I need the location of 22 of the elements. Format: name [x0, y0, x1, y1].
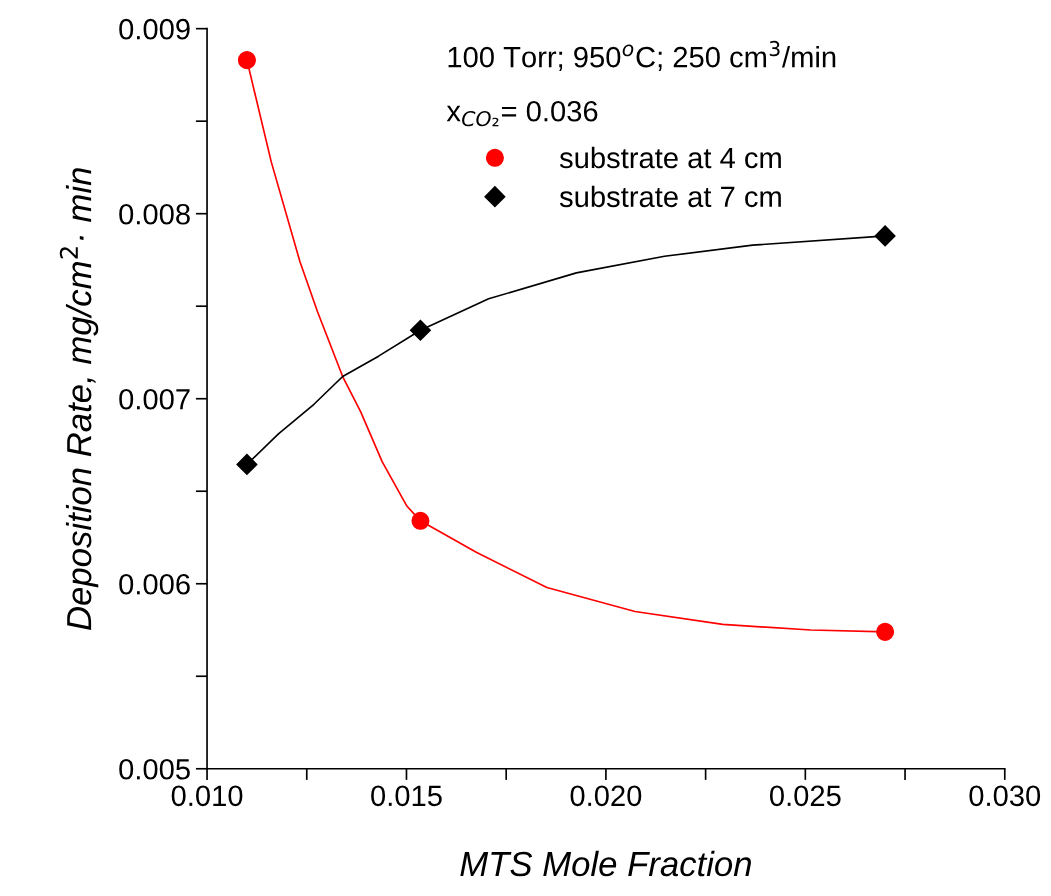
- x-tick-label: 0.015: [371, 785, 442, 807]
- y-tick-label: 0.006: [119, 573, 190, 595]
- x-tick-label: 0.010: [171, 785, 243, 807]
- point: [237, 51, 256, 70]
- y-tick-label: 0.007: [119, 388, 190, 410]
- legend-label: substrate at 4 cm: [559, 146, 781, 169]
- point: [411, 511, 430, 530]
- legend-label: substrate at 7 cm: [559, 185, 781, 208]
- x-tick-label: 0.030: [969, 785, 1041, 807]
- x-tick-label: 0.025: [769, 785, 841, 807]
- point: [409, 319, 431, 341]
- x-tick-label: 0.020: [570, 785, 642, 807]
- x-axis-title: MTS Mole Fraction: [460, 850, 751, 877]
- point: [236, 453, 258, 475]
- annotation: x$_{CO₂}$= 0.036: [446, 100, 598, 127]
- point: [876, 622, 895, 641]
- annotation: 100 Torr; 950$^{o}$C; 250 cm$^{3}$/min: [448, 40, 836, 71]
- y-axis-title: Deposition Rate, mg/cm$^{2}$· min: [59, 168, 99, 630]
- point: [874, 225, 896, 247]
- y-tick-label: 0.008: [119, 203, 190, 225]
- y-tick-label: 0.009: [119, 18, 190, 40]
- y-tick-label: 0.005: [119, 758, 190, 780]
